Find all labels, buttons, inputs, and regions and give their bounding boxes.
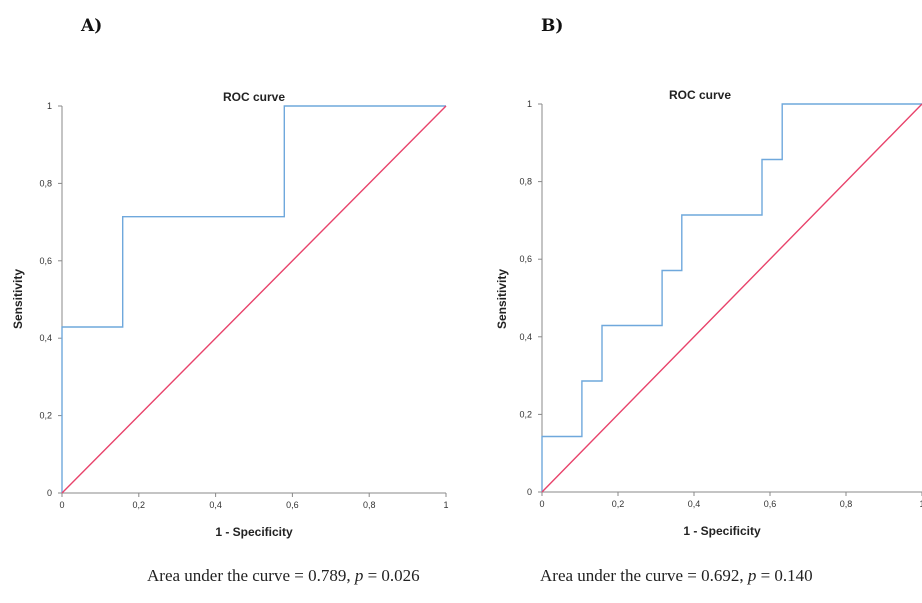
x-tick-label: 0 [59,500,64,510]
x-tick-label: 0,2 [612,499,625,509]
x-tick-label: 1 [443,500,448,510]
y-tick-label: 0,2 [39,411,52,421]
caption-b-text: Area under the curve = 0.692, [540,566,748,585]
caption-b: Area under the curve = 0.692, p = 0.140 [540,566,813,586]
y-tick-label: 1 [47,101,52,111]
x-tick-label: 0,6 [764,499,777,509]
y-tick-label: 0,6 [519,254,532,264]
caption-a-p-symbol: p [354,566,364,585]
y-axis-label: Sensitivity [11,269,25,329]
caption-b-p-value: = 0.140 [756,566,813,585]
panel-b-letter: B) [541,16,564,36]
x-tick-label: 0,4 [209,500,222,510]
y-tick-label: 0 [47,488,52,498]
x-tick-label: 0 [539,499,544,509]
y-tick-label: 1 [527,99,532,109]
panel-a-letter: A) [81,16,103,36]
chart-title: ROC curve [223,90,285,104]
x-tick-label: 1 [919,499,922,509]
x-tick-label: 0,2 [133,500,146,510]
y-tick-label: 0,8 [39,178,52,188]
reference-diagonal-line [61,105,447,494]
y-tick-label: 0,8 [519,177,532,187]
x-tick-label: 0,8 [840,499,853,509]
y-tick-label: 0,6 [39,256,52,266]
x-tick-label: 0,8 [363,500,376,510]
x-tick-label: 0,6 [286,500,299,510]
x-tick-label: 0,4 [688,499,701,509]
caption-a-p-value: = 0.026 [363,566,420,585]
caption-b-p-symbol: p [747,566,757,585]
caption-a-text: Area under the curve = 0.789, [147,566,355,585]
caption-a: Area under the curve = 0.789, p = 0.026 [147,566,420,586]
y-tick-label: 0,4 [39,333,52,343]
reference-diagonal-line [541,103,922,493]
y-axis-label: Sensitivity [495,269,509,329]
y-tick-label: 0,4 [519,332,532,342]
y-tick-label: 0,2 [519,409,532,419]
y-tick-label: 0 [527,487,532,497]
x-axis-label: 1 - Specificity [683,524,761,538]
chart-title: ROC curve [669,88,731,102]
x-axis-label: 1 - Specificity [215,525,293,539]
roc-curve-line [61,105,446,493]
roc-curve-line [541,103,922,492]
